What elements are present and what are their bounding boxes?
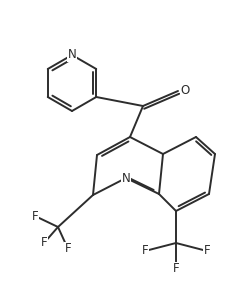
Text: F: F: [41, 237, 47, 249]
Text: N: N: [68, 49, 76, 61]
Text: F: F: [32, 210, 38, 223]
Text: F: F: [204, 244, 210, 258]
Text: O: O: [180, 84, 190, 97]
Text: F: F: [65, 242, 71, 255]
Text: F: F: [142, 244, 148, 258]
Text: F: F: [173, 262, 179, 276]
Text: N: N: [122, 171, 130, 184]
